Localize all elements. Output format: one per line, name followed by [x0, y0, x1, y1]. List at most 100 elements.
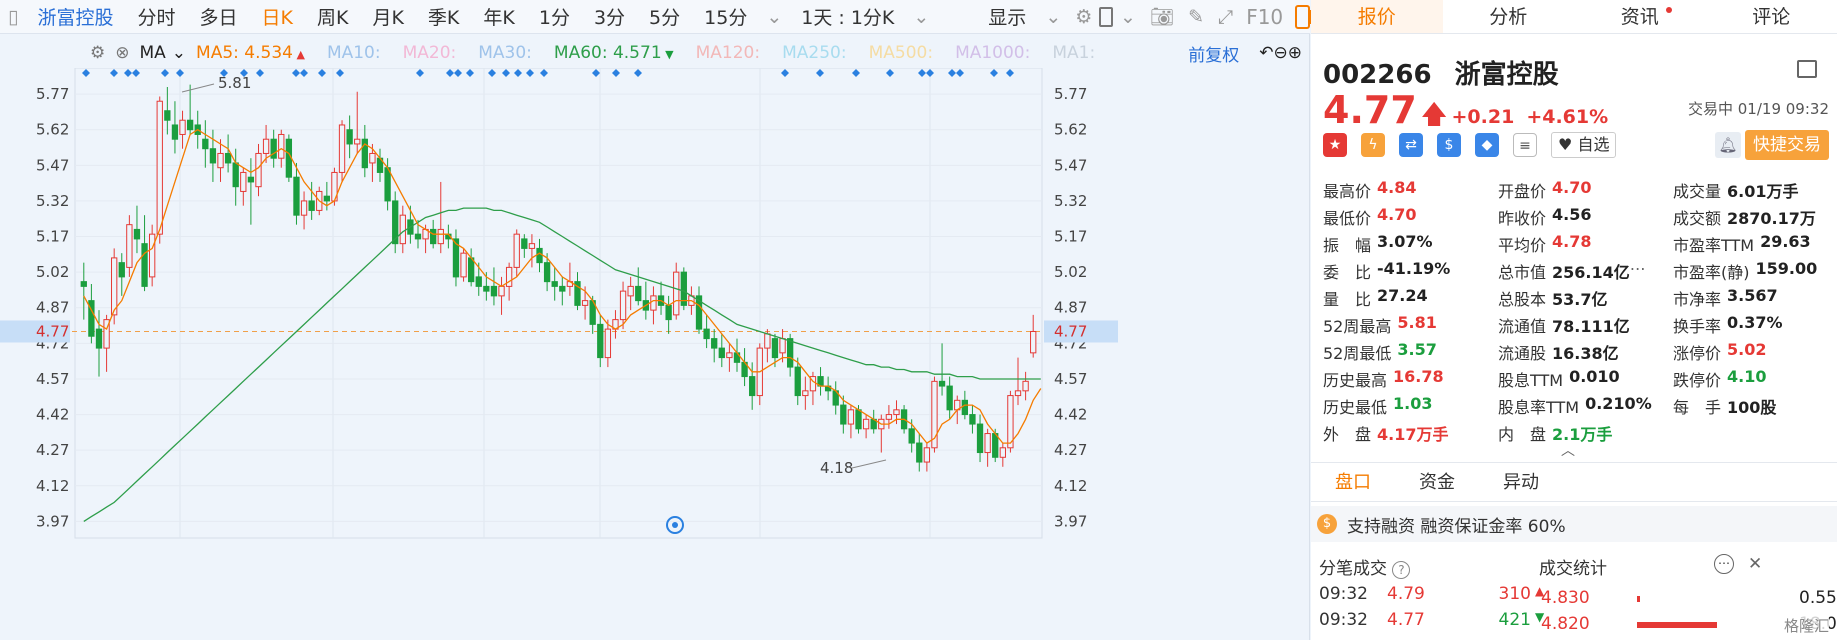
- candle-body[interactable]: [414, 233, 422, 240]
- candle-body[interactable]: [786, 338, 794, 368]
- candle-body[interactable]: [771, 338, 779, 359]
- candle-body[interactable]: [627, 285, 634, 297]
- candle-body[interactable]: [293, 176, 300, 216]
- quick-trade-button[interactable]: 快捷交易: [1745, 130, 1829, 160]
- candle-body[interactable]: [240, 171, 247, 192]
- event-marker-icon[interactable]: [318, 69, 326, 77]
- candle-body[interactable]: [262, 138, 270, 154]
- display-menu[interactable]: 显示: [988, 7, 1027, 29]
- candle-body[interactable]: [726, 352, 733, 359]
- event-marker-icon[interactable]: [852, 69, 860, 77]
- candle-body[interactable]: [217, 152, 224, 169]
- chevron-down-icon[interactable]: ⌄: [1120, 5, 1136, 28]
- candle-body[interactable]: [483, 285, 490, 292]
- event-marker-icon[interactable]: [161, 69, 169, 77]
- event-marker-icon[interactable]: [502, 69, 510, 77]
- ma-item[interactable]: MA10:: [326, 43, 381, 63]
- candle-body[interactable]: [680, 271, 687, 306]
- camera-icon[interactable]: 📷︎: [1149, 6, 1175, 28]
- candle-body[interactable]: [80, 281, 87, 287]
- period-tab[interactable]: 日K: [261, 7, 293, 29]
- undo-icon[interactable]: ↶: [1259, 43, 1274, 63]
- sub-tab[interactable]: 资金: [1419, 472, 1455, 493]
- range-select[interactable]: 1天 : 1分K: [801, 7, 895, 29]
- event-marker-icon[interactable]: [526, 69, 534, 77]
- lightning-icon[interactable]: ϟ: [1361, 133, 1385, 157]
- zoom-in-icon[interactable]: ⊕: [1287, 43, 1302, 63]
- candle-body[interactable]: [976, 423, 984, 454]
- candle-body[interactable]: [764, 333, 771, 349]
- candle-body[interactable]: [862, 418, 870, 430]
- candle-body[interactable]: [847, 409, 855, 425]
- more-icon[interactable]: ⋯: [1629, 258, 1646, 278]
- candle-body[interactable]: [179, 119, 186, 135]
- candle-body[interactable]: [1030, 330, 1037, 354]
- candle-body[interactable]: [88, 300, 95, 337]
- sub-tab[interactable]: 盘口: [1335, 472, 1371, 493]
- ma-item[interactable]: MA1000:: [955, 43, 1031, 63]
- event-marker-icon[interactable]: [466, 69, 474, 77]
- gear-icon[interactable]: ⚙: [1075, 5, 1093, 28]
- sidebar-toggle-icon[interactable]: ▯: [8, 5, 19, 28]
- candle-body[interactable]: [893, 409, 900, 416]
- candle-body[interactable]: [338, 124, 346, 173]
- candle-body[interactable]: [232, 162, 239, 188]
- candle-body[interactable]: [673, 271, 680, 316]
- candle-body[interactable]: [224, 152, 232, 164]
- pencil-icon[interactable]: ✎: [1188, 5, 1204, 28]
- candle-body[interactable]: [916, 442, 923, 463]
- ma-label[interactable]: MA: [139, 43, 166, 63]
- candle-body[interactable]: [559, 285, 566, 292]
- chevron-down-icon[interactable]: ⌄: [1045, 5, 1062, 28]
- candle-body[interactable]: [528, 243, 536, 249]
- candle-body[interactable]: [521, 238, 528, 249]
- period-tab[interactable]: 5分: [649, 7, 681, 29]
- candle-body[interactable]: [437, 228, 444, 245]
- dollar-icon[interactable]: $: [1437, 133, 1461, 157]
- event-marker-icon[interactable]: [132, 69, 140, 77]
- close-icon[interactable]: ⊗: [115, 43, 130, 63]
- candle-body[interactable]: [141, 243, 148, 287]
- candle-body[interactable]: [133, 228, 141, 240]
- quote-tab[interactable]: 报价: [1311, 0, 1443, 33]
- candle-body[interactable]: [118, 262, 125, 278]
- quote-tab[interactable]: 分析: [1489, 6, 1528, 28]
- event-marker-icon[interactable]: [300, 69, 308, 77]
- period-tab[interactable]: 分时: [137, 7, 176, 29]
- f10-button[interactable]: F10: [1246, 4, 1284, 29]
- candle-body[interactable]: [574, 281, 581, 306]
- candle-body[interactable]: [581, 300, 589, 306]
- candle-body[interactable]: [202, 138, 209, 150]
- chevron-down-icon[interactable]: ⌄: [171, 43, 187, 63]
- event-marker-icon[interactable]: [1006, 69, 1014, 77]
- candle-body[interactable]: [384, 167, 391, 202]
- ma-item[interactable]: MA30:: [478, 43, 532, 63]
- event-marker-icon[interactable]: [514, 69, 522, 77]
- event-marker-icon[interactable]: [446, 69, 454, 77]
- period-tab[interactable]: 1分: [538, 7, 570, 29]
- ma-item[interactable]: MA1:: [1052, 43, 1096, 63]
- event-marker-icon[interactable]: [256, 69, 264, 77]
- candle-body[interactable]: [392, 200, 399, 245]
- candle-body[interactable]: [354, 138, 361, 145]
- candle-body[interactable]: [513, 233, 520, 268]
- help-icon[interactable]: ?: [1392, 561, 1411, 579]
- event-marker-icon[interactable]: [240, 69, 248, 77]
- candle-body[interactable]: [209, 148, 217, 164]
- event-marker-icon[interactable]: [926, 69, 934, 77]
- ma-item[interactable]: MA500:: [868, 43, 934, 63]
- candle-body[interactable]: [247, 176, 255, 183]
- candle-body[interactable]: [361, 138, 368, 169]
- candle-body[interactable]: [171, 124, 179, 140]
- candle-body[interactable]: [346, 129, 353, 145]
- candle-body[interactable]: [270, 138, 277, 159]
- ma-item[interactable]: MA120:: [695, 43, 761, 63]
- candle-body[interactable]: [938, 380, 946, 387]
- chevron-down-icon[interactable]: ⌄: [913, 5, 930, 28]
- candle-body[interactable]: [95, 328, 103, 349]
- event-marker-icon[interactable]: [886, 69, 894, 77]
- shuffle-icon[interactable]: ⇄: [1399, 133, 1423, 157]
- candle-body[interactable]: [635, 285, 642, 302]
- candle-body[interactable]: [505, 266, 513, 287]
- ma-item[interactable]: MA5: 4.534 ▲: [196, 43, 305, 63]
